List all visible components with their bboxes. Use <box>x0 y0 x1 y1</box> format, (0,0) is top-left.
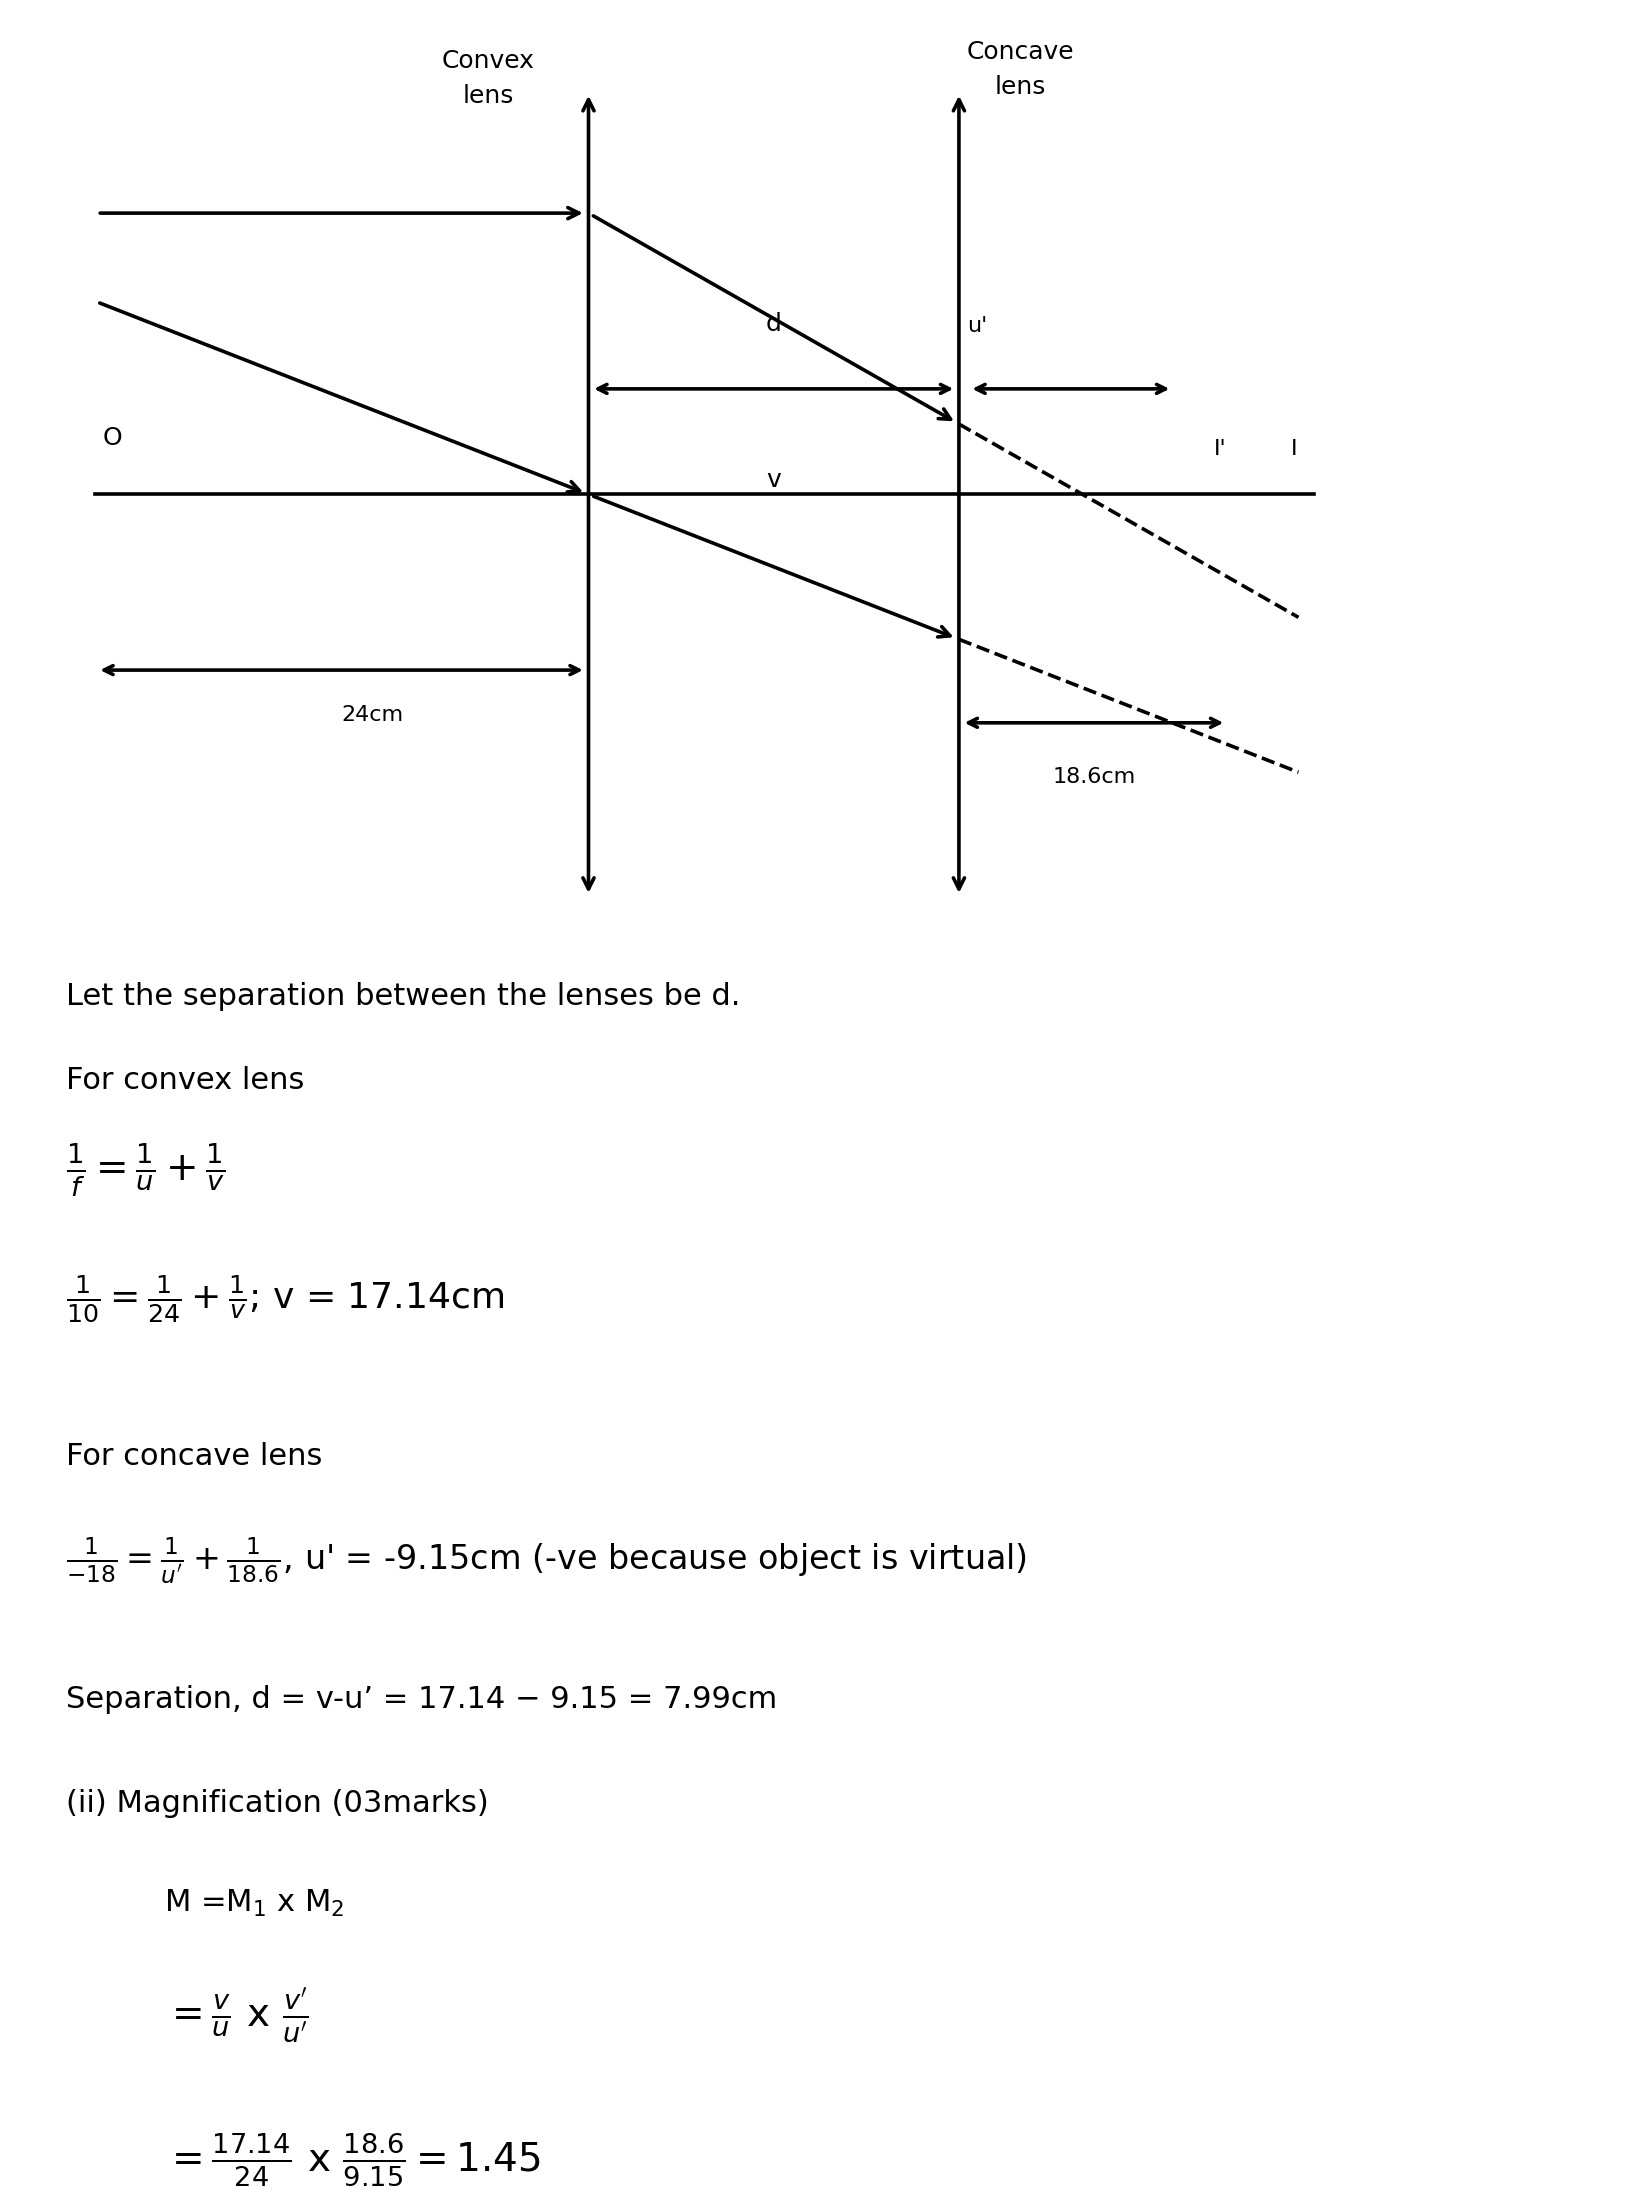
Text: u': u' <box>967 316 987 336</box>
Text: For concave lens: For concave lens <box>66 1441 322 1470</box>
Text: v: v <box>767 468 782 492</box>
Text: Convex: Convex <box>442 48 535 73</box>
Text: I': I' <box>1213 439 1227 459</box>
Text: $= \frac{v}{u}\ \mathrm{x}\ \frac{v'}{u'}$: $= \frac{v}{u}\ \mathrm{x}\ \frac{v'}{u'… <box>164 1986 309 2045</box>
Text: $\frac{1}{10} = \frac{1}{24} + \frac{1}{v}$; v = 17.14cm: $\frac{1}{10} = \frac{1}{24} + \frac{1}{… <box>66 1272 504 1325</box>
Text: d: d <box>765 312 782 336</box>
Text: $\frac{1}{f} = \frac{1}{u} + \frac{1}{v}$: $\frac{1}{f} = \frac{1}{u} + \frac{1}{v}… <box>66 1140 225 1200</box>
Text: 24cm: 24cm <box>342 705 404 725</box>
Text: 18.6cm: 18.6cm <box>1053 767 1136 787</box>
Text: Separation, d = v-u’ = 17.14 − 9.15 = 7.99cm: Separation, d = v-u’ = 17.14 − 9.15 = 7.… <box>66 1685 777 1714</box>
Text: For convex lens: For convex lens <box>66 1066 304 1094</box>
Text: $= \frac{17.14}{24}\ \mathrm{x}\ \frac{18.6}{9.15} = 1.45$: $= \frac{17.14}{24}\ \mathrm{x}\ \frac{1… <box>164 2131 542 2188</box>
Text: $\frac{1}{-18} = \frac{1}{u'} + \frac{1}{18.6}$, u' = -9.15cm (-ve because objec: $\frac{1}{-18} = \frac{1}{u'} + \frac{1}… <box>66 1536 1026 1586</box>
Text: M =M$_1$ x M$_2$: M =M$_1$ x M$_2$ <box>164 1887 345 1918</box>
Text: Concave: Concave <box>967 40 1074 64</box>
Text: lens: lens <box>995 75 1046 99</box>
Text: Let the separation between the lenses be d.: Let the separation between the lenses be… <box>66 982 741 1011</box>
Text: O: O <box>102 426 122 450</box>
Text: lens: lens <box>463 83 514 108</box>
Text: I: I <box>1291 439 1297 459</box>
Text: (ii) Magnification (03marks): (ii) Magnification (03marks) <box>66 1788 488 1817</box>
